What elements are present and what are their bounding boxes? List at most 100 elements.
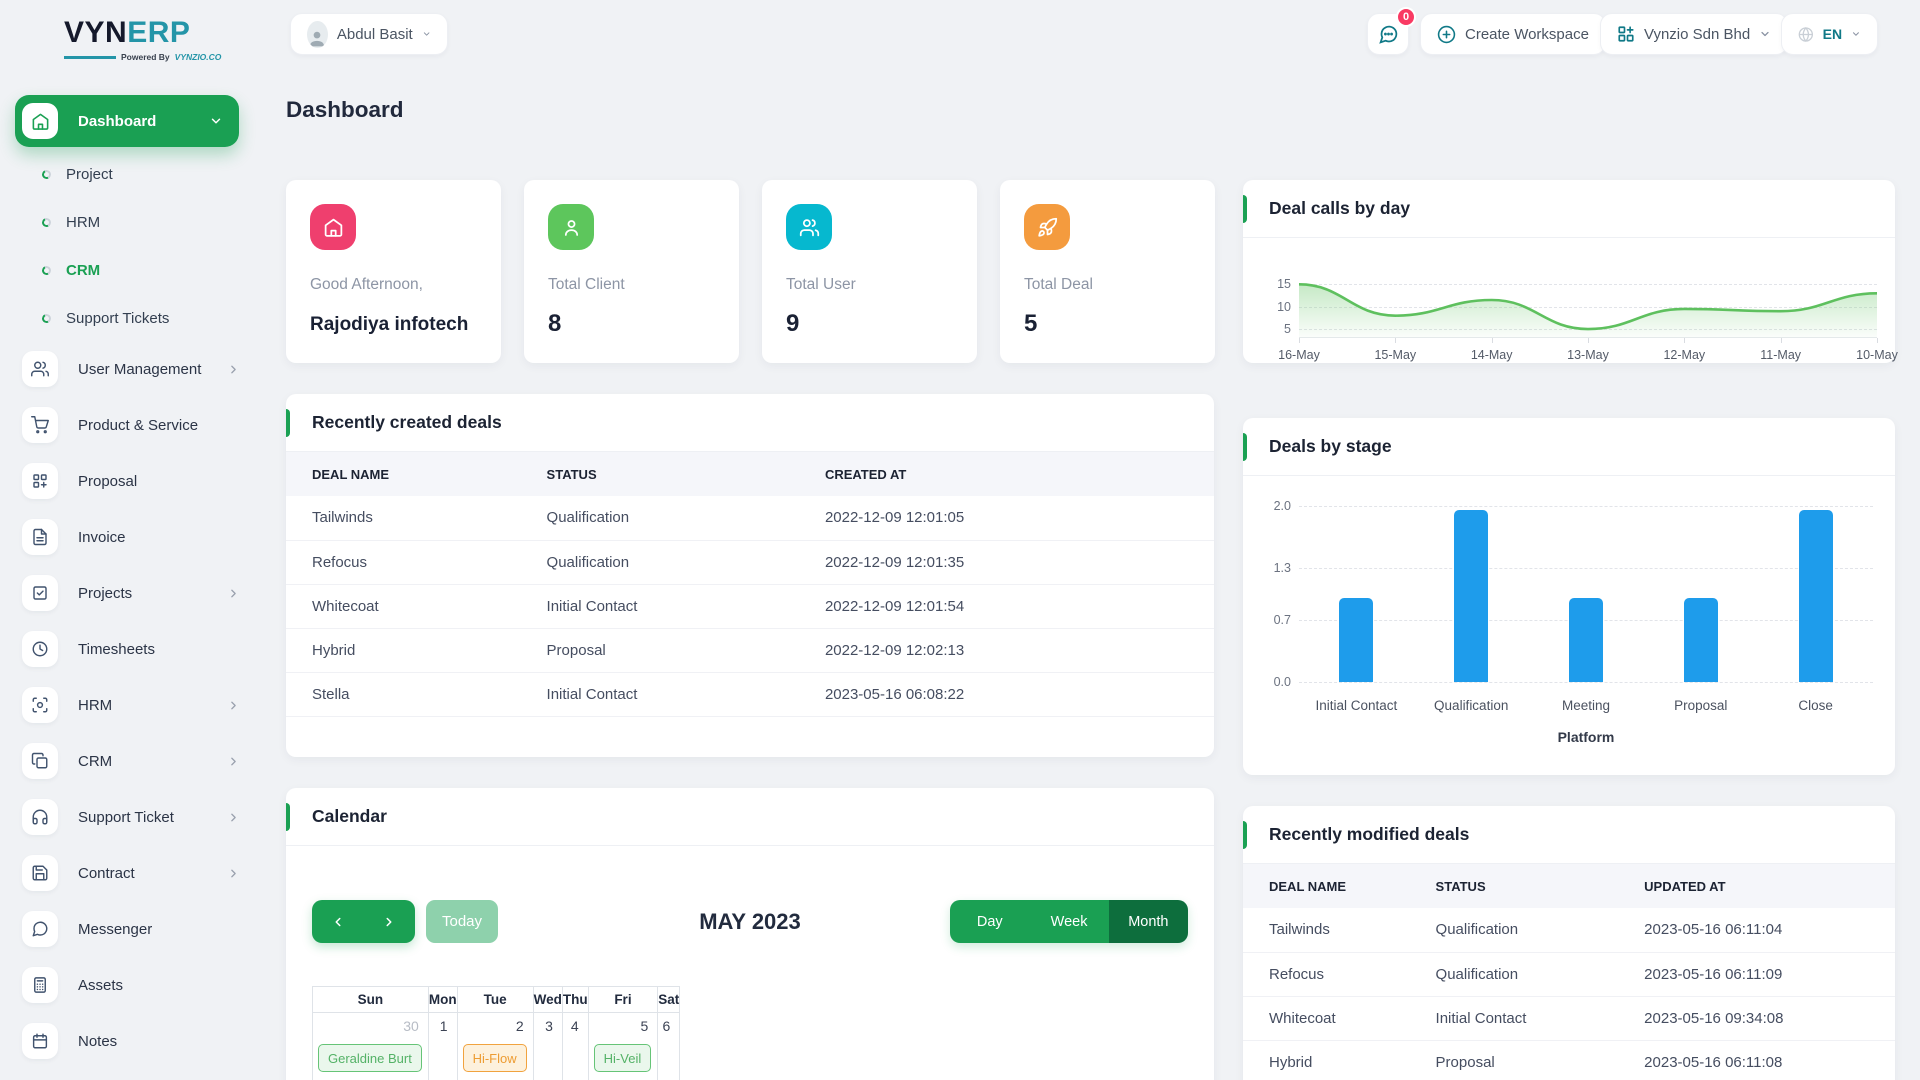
sidebar-item-hrm[interactable]: HRM (22, 687, 240, 723)
chevron-down-icon (1853, 32, 1860, 36)
sidebar-subitem-label: CRM (66, 261, 101, 279)
sidebar-item-notes[interactable]: Notes (22, 1023, 240, 1059)
day-number: 4 (570, 1018, 579, 1034)
bar-slot (1529, 506, 1644, 682)
plus-circle-icon (1437, 25, 1456, 43)
table-row: Tailwinds Qualification 2023-05-16 06:11:0… (1243, 908, 1895, 953)
sidebar-item-contract[interactable]: Contract (22, 855, 240, 891)
panel-calendar: Calendar Today MAY 2023 Day Week Month S… (286, 788, 1214, 1080)
view-week-button[interactable]: Week (1029, 900, 1109, 943)
message-icon (22, 911, 58, 947)
sidebar-item-dashboard[interactable]: Dashboard (15, 95, 239, 147)
create-workspace-button[interactable]: Create Workspace (1420, 13, 1606, 55)
calendar-event[interactable]: Geraldine Burt (318, 1044, 422, 1072)
next-button[interactable] (382, 915, 396, 929)
powered-by-label: Powered By (121, 52, 170, 62)
calendar-event[interactable]: Hi-Flow (462, 1044, 527, 1072)
table-row: Hybrid Proposal 2022-12-09 12:02:13 (286, 628, 1214, 673)
sidebar-item-invoice[interactable]: Invoice (22, 519, 240, 555)
chat-button[interactable]: 0 (1367, 7, 1416, 55)
calendar-day-cell[interactable]: 5 Hi-Veil (587, 1012, 659, 1080)
user-menu[interactable]: Abdul Basit (290, 13, 448, 55)
panel-header: Recently created deals (286, 394, 1214, 452)
cell-created-at: 2023-05-16 06:08:22 (814, 672, 1214, 717)
calendar-day-cell[interactable]: 3 (532, 1012, 563, 1080)
day-number: 1 (439, 1018, 448, 1034)
cell-status: Proposal (1425, 1040, 1635, 1080)
sidebar-subitem-support-tickets[interactable]: Support Tickets (40, 308, 242, 328)
sidebar-item-messenger[interactable]: Messenger (22, 911, 240, 947)
prev-button[interactable] (331, 915, 345, 929)
calendar-day-cell[interactable]: 2 Hi-Flow (456, 1012, 534, 1080)
create-workspace-label: Create Workspace (1465, 25, 1589, 43)
check-square-icon (22, 575, 58, 611)
workspace-switcher[interactable]: Vynzio Sdn Bhd (1600, 13, 1789, 55)
calendar-view-switcher: Day Week Month (950, 900, 1188, 943)
sidebar-item-support-ticket[interactable]: Support Ticket (22, 799, 240, 835)
sidebar-subitem-crm[interactable]: CRM (40, 260, 242, 280)
table-row: Tailwinds Qualification 2022-12-09 12:01:0… (286, 496, 1214, 541)
x-tick-mark (1395, 338, 1397, 343)
layers-icon (22, 743, 58, 779)
file-text-icon (22, 519, 58, 555)
view-day-button[interactable]: Day (950, 900, 1030, 943)
table-row: Refocus Qualification 2022-12-09 12:01:35 (286, 540, 1214, 585)
y-tick-label: 15 (1277, 277, 1291, 292)
clock-icon (22, 631, 58, 667)
sidebar-item-projects[interactable]: Projects (22, 575, 240, 611)
bullet-icon (40, 216, 53, 228)
deals-stage-chart: 2.0 1.3 0.7 0.0 Initial Contact Qualificatio… (1274, 499, 1873, 745)
sidebar-item-label: Proposal (78, 472, 138, 490)
bar-series (1299, 506, 1873, 682)
sidebar-item-label: Notes (78, 1032, 118, 1050)
sidebar-item-product-service[interactable]: Product & Service (22, 407, 240, 443)
x-category-label: Qualification (1434, 698, 1509, 713)
cell-deal-name: Refocus (286, 540, 537, 585)
chevron-right-icon (227, 699, 240, 712)
headphones-icon (22, 799, 58, 835)
panel-recently-modified-deals: Recently modified deals DEAL NAME STATUS… (1243, 806, 1895, 1080)
calendar-day-cell[interactable]: 6 (657, 1012, 681, 1080)
globe-icon (1798, 26, 1814, 42)
cell-status: Initial Contact (536, 584, 815, 629)
calendar-day-cell[interactable]: 4 (561, 1012, 589, 1080)
sidebar-item-label: Assets (78, 976, 124, 994)
deals-stage-plot: 2.0 1.3 0.7 0.0 (1274, 499, 1873, 689)
y-tick-label: 5 (1284, 322, 1291, 337)
sidebar-item-assets[interactable]: Assets (22, 967, 240, 1003)
bar (1683, 598, 1718, 682)
bar (1568, 598, 1603, 682)
logo-underline (64, 55, 116, 59)
cell-created-at: 2022-12-09 12:01:54 (814, 584, 1214, 629)
calendar-day-cell[interactable]: 30 Geraldine Burt (312, 1012, 429, 1080)
deal-calls-x-axis: 16-May 15-May 14-May 13-May 12-May 11-May 10-M… (1278, 348, 1898, 366)
x-tick-label: 10-May (1856, 348, 1898, 362)
chat-icon (1378, 25, 1397, 44)
panel-header: Deals by stage (1243, 418, 1895, 476)
app-logo[interactable]: VYNERP Powered By VYNZIO.CO (64, 18, 221, 62)
sidebar-item-proposal[interactable]: Proposal (22, 463, 240, 499)
sidebar-item-timesheets[interactable]: Timesheets (22, 631, 240, 667)
today-button[interactable]: Today (426, 900, 498, 943)
sidebar-item-crm[interactable]: CRM (22, 743, 240, 779)
language-selector[interactable]: EN (1781, 13, 1878, 55)
view-month-button[interactable]: Month (1108, 900, 1188, 943)
y-tick-label: 1.3 (1273, 560, 1291, 575)
deal-calls-plot: 15 10 5 (1277, 262, 1878, 343)
bar-slot (1758, 506, 1873, 682)
calendar-event[interactable]: Hi-Veil (593, 1044, 652, 1072)
chevron-down-icon (423, 32, 430, 36)
x-axis-title: Platform (1557, 729, 1615, 745)
card-total-client: Total Client 8 (524, 180, 739, 363)
calendar-day-cell[interactable]: 1 (427, 1012, 458, 1080)
user-name: Abdul Basit (336, 25, 413, 43)
sidebar-item-user-management[interactable]: User Management (22, 351, 240, 387)
x-tick-mark (1684, 338, 1686, 343)
sidebar-item-label: Contract (78, 864, 135, 882)
cell-created-at: 2022-12-09 12:01:35 (814, 540, 1214, 585)
sidebar-subitem-hrm[interactable]: HRM (40, 212, 242, 232)
avatar (307, 20, 328, 48)
sidebar-subitem-project[interactable]: Project (40, 164, 242, 184)
gridline (1299, 306, 1877, 308)
